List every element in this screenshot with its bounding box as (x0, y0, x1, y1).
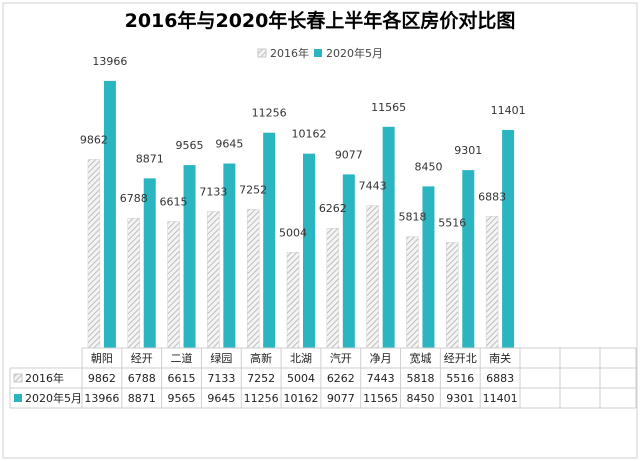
bar-2020-3 (183, 165, 196, 348)
data-label-2020-8: 11565 (371, 101, 406, 114)
bar-2020-6 (303, 153, 315, 348)
bar-2016-10 (446, 242, 459, 349)
data-label-2016-11: 6883 (478, 190, 506, 203)
table-cell-2020-7: 9077 (327, 392, 355, 405)
category-label-10: 经开北 (444, 352, 477, 365)
data-label-2020-5: 11256 (252, 107, 287, 120)
data-label-2016-8: 7443 (359, 180, 387, 193)
category-label-1: 朝阳 (91, 352, 113, 365)
data-label-2020-9: 8450 (414, 160, 442, 173)
table-series-name-2016: 2016年 (25, 371, 64, 385)
data-label-2016-2: 6788 (120, 192, 148, 205)
table-swatch-2020 (14, 394, 22, 402)
table-cell-2016-9: 5818 (406, 372, 434, 385)
data-label-2020-11: 11401 (491, 104, 526, 117)
table-cell-2020-1: 13966 (84, 392, 119, 405)
legend-label-1: 2016年 (270, 46, 309, 60)
data-label-2016-1: 9862 (80, 133, 108, 146)
table-cell-2020-10: 9301 (446, 392, 474, 405)
table-cell-2016-4: 7133 (207, 372, 235, 385)
data-label-2020-10: 9301 (454, 144, 482, 157)
category-label-9: 宽城 (409, 351, 431, 365)
bar-2020-1 (103, 80, 116, 348)
bar-2020-9 (422, 186, 435, 348)
bar-2016-8 (366, 205, 379, 349)
data-label-2020-6: 10162 (292, 128, 327, 141)
bar-2020-2 (143, 178, 156, 348)
table-cell-2020-5: 11256 (244, 392, 279, 405)
table-cell-2020-6: 10162 (284, 392, 319, 405)
data-label-2020-2: 8871 (136, 152, 164, 165)
table-swatch-2016 (13, 373, 23, 383)
bar-2020-5 (263, 132, 276, 348)
table-cell-2020-9: 8450 (406, 392, 434, 405)
table-cell-2016-3: 6615 (168, 372, 196, 385)
data-label-2020-3: 9565 (176, 139, 204, 152)
table-cell-2016-11: 6883 (486, 372, 514, 385)
table-cell-2016-7: 6262 (327, 372, 355, 385)
data-label-2016-4: 7133 (199, 186, 227, 199)
bar-2016-5 (246, 209, 260, 349)
data-label-2020-7: 9077 (335, 148, 363, 161)
data-label-2016-10: 5516 (438, 217, 466, 230)
data-labels-group: 9862 13966 6788 8871 6615 9565 7133 9645 7252 112… (80, 55, 526, 239)
bar-2016-6 (286, 252, 300, 349)
table-cell-2020-11: 11401 (483, 392, 518, 405)
category-label-2: 经开 (131, 352, 153, 365)
table-cell-2016-10: 5516 (446, 372, 474, 385)
category-label-5: 高新 (250, 351, 272, 365)
table-cell-2020-4: 9645 (207, 392, 235, 405)
legend-label-2: 2020年5月 (326, 46, 383, 60)
table-cell-2016-6: 5004 (287, 372, 315, 385)
bar-2020-10 (462, 170, 475, 348)
data-label-2020-1: 13966 (92, 55, 127, 68)
data-label-2016-3: 6615 (160, 195, 188, 208)
bar-2020-8 (382, 126, 395, 349)
table-cell-2016-8: 7443 (367, 372, 395, 385)
bar-2016-2 (127, 217, 140, 349)
data-label-2016-7: 6262 (319, 202, 347, 215)
data-label-2016-9: 5818 (398, 211, 426, 224)
data-label-2016-6: 5004 (279, 226, 307, 239)
bar-2020-11 (502, 129, 515, 348)
legend: 2016年 2020年5月 (257, 46, 383, 60)
data-label-2020-4: 9645 (215, 138, 243, 151)
bar-2016-1 (87, 159, 101, 349)
bar-2016-11 (485, 216, 499, 349)
bar-2020-4 (223, 163, 236, 348)
bars-group (87, 80, 515, 349)
category-label-8: 净月 (370, 351, 392, 365)
table-cell-2016-1: 9862 (88, 372, 116, 385)
category-label-4: 绿园 (210, 351, 232, 365)
data-label-2016-5: 7252 (239, 183, 267, 196)
bar-2016-7 (326, 227, 340, 349)
table-cell-2020-8: 11565 (363, 392, 398, 405)
table-cell-2016-2: 6788 (128, 372, 156, 385)
bar-2016-9 (406, 236, 419, 349)
table-cell-2020-3: 9565 (168, 392, 196, 405)
category-label-11: 南关 (489, 351, 511, 365)
chart-title: 2016年与2020年长春上半年各区房价对比图 (125, 9, 516, 32)
legend-swatch-1 (257, 48, 267, 58)
category-label-7: 汽开 (330, 351, 352, 365)
data-table: 朝阳 经开 二道 绿园 高新 北湖 汽开 净月 宽城 经开北 南关 2016年 9862 6788 6615… (9, 347, 637, 409)
category-label-3: 二道 (171, 351, 193, 365)
bar-2016-3 (167, 221, 180, 349)
bar-2020-7 (342, 174, 355, 348)
table-cell-2020-2: 8871 (128, 392, 156, 405)
bar-2016-4 (207, 211, 220, 349)
category-label-6: 北湖 (290, 352, 312, 365)
legend-swatch-2 (314, 49, 322, 57)
table-cell-2016-5: 7252 (247, 372, 275, 385)
table-series-name-2020: 2020年5月 (25, 391, 82, 405)
